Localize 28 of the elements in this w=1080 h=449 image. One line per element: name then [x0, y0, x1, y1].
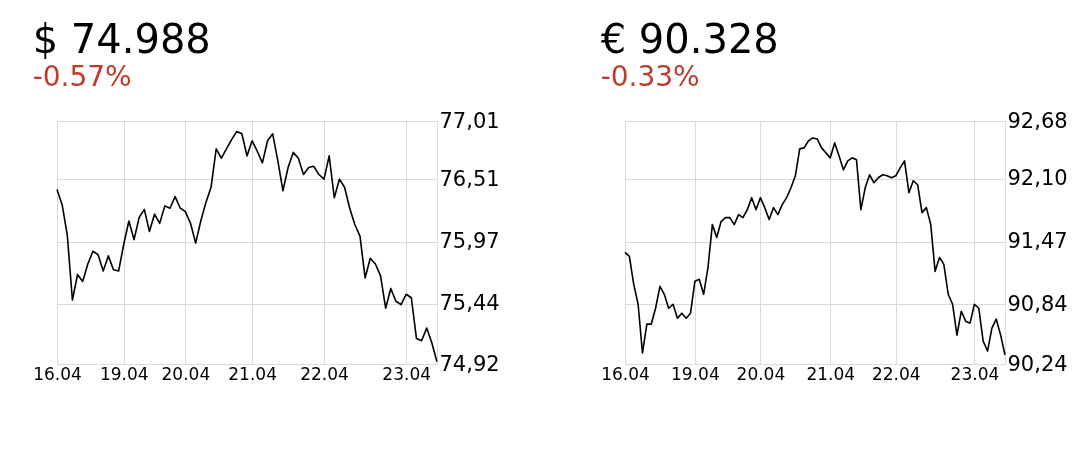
x-tick-label: 16.04	[33, 363, 82, 384]
y-tick-label: 74,92	[439, 351, 500, 376]
y-tick-label: 75,44	[439, 291, 500, 316]
x-tick-label: 21.04	[806, 363, 856, 384]
y-tick-label: 90,84	[1007, 291, 1068, 316]
x-tick-label: 16.04	[601, 363, 650, 384]
x-tick-label: 20.04	[161, 363, 211, 384]
x-tick-label: 19.04	[671, 363, 720, 384]
y-tick-label: 91,47	[1007, 229, 1068, 253]
x-tick-label: 23.04	[382, 363, 432, 384]
x-tick-label: 21.04	[228, 363, 277, 384]
y-tick-label: 77,01	[439, 108, 500, 133]
y-tick-label: 92,10	[1007, 166, 1068, 191]
chart-title: $ 74.988	[32, 16, 211, 62]
x-tick-label: 19.04	[99, 363, 149, 384]
y-tick-label: 76,51	[439, 166, 500, 191]
chart-subtitle: -0.33%	[600, 60, 700, 93]
chart-subtitle: -0.57%	[32, 60, 132, 93]
x-tick-label: 22.04	[300, 363, 349, 384]
y-tick-label: 92,68	[1007, 108, 1068, 133]
y-tick-label: 90,24	[1007, 351, 1068, 376]
line-series	[56, 130, 438, 363]
line-series	[624, 137, 1006, 356]
x-tick-label: 20.04	[736, 363, 786, 384]
x-tick-label: 22.04	[871, 363, 921, 384]
y-tick-label: 75,97	[439, 229, 500, 254]
chart-title: € 90.328	[600, 16, 779, 62]
x-tick-label: 23.04	[950, 363, 1000, 384]
